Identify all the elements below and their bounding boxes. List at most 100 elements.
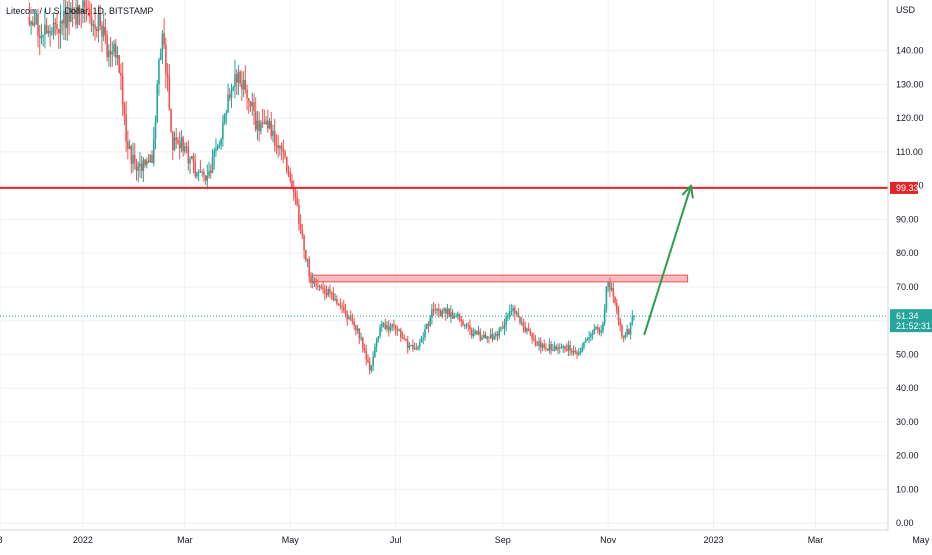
candle-body — [579, 351, 582, 353]
candle-body — [398, 330, 400, 332]
candle-body — [275, 145, 278, 147]
candle-body — [500, 327, 502, 329]
candle-body — [228, 94, 231, 99]
y-tick-label: 10.00 — [896, 484, 919, 494]
candle-body — [629, 322, 632, 335]
candle-body — [285, 156, 288, 172]
candle-body — [301, 230, 304, 236]
candle-body — [457, 313, 459, 317]
y-tick-label: 70.00 — [896, 282, 919, 292]
candle-body — [548, 343, 551, 351]
x-tick-label: 8 — [0, 535, 3, 545]
candle-body — [265, 120, 267, 125]
candle-body — [562, 346, 565, 348]
candle-body — [443, 308, 445, 312]
y-tick-label: 0.00 — [896, 518, 914, 528]
candle-body — [520, 322, 523, 324]
candle-body — [429, 317, 431, 326]
candle-body — [479, 331, 482, 341]
candle-body — [486, 336, 488, 339]
candle-body — [171, 131, 174, 150]
candle-body — [330, 292, 333, 294]
candle-body — [560, 347, 563, 349]
candle-body — [237, 71, 240, 83]
candle-body — [140, 163, 143, 171]
candle-body — [234, 74, 236, 88]
candle-body — [163, 33, 165, 45]
candle-body — [137, 166, 140, 171]
candle-body — [584, 340, 587, 343]
candle-body — [631, 316, 634, 323]
candle-body — [80, 10, 82, 13]
candle-body — [253, 102, 255, 112]
candle-body — [410, 344, 412, 346]
candle-body — [52, 22, 55, 34]
candle-body — [209, 170, 212, 173]
candle-body — [465, 324, 468, 326]
candle-body — [375, 339, 378, 347]
candle-body — [460, 319, 463, 321]
candle-body — [522, 322, 525, 327]
candle-body — [386, 325, 388, 330]
projection-arrow-head — [681, 184, 694, 199]
candle-body — [114, 43, 117, 58]
candle-body — [498, 328, 501, 336]
candle-body — [158, 60, 160, 85]
candle-body — [531, 334, 533, 339]
candle-body — [491, 334, 494, 340]
candle-body — [175, 137, 178, 141]
candle-body — [82, 0, 84, 13]
candle-body — [624, 334, 627, 338]
candle-body — [323, 288, 326, 294]
candle-body — [33, 24, 36, 26]
candle-body — [600, 331, 603, 333]
candle-body — [289, 171, 292, 181]
candle-body — [517, 312, 520, 318]
candle-body — [266, 120, 269, 129]
candle-body — [32, 21, 34, 26]
candle-body — [139, 163, 141, 167]
candle-body — [327, 289, 330, 296]
candle-body — [71, 7, 74, 14]
candle-body — [311, 280, 314, 283]
candle-body — [132, 154, 134, 164]
x-tick-label: 2022 — [73, 535, 93, 545]
candle-body — [450, 312, 452, 317]
candle-body — [462, 320, 464, 326]
candle-body — [120, 72, 122, 76]
candle-body — [346, 314, 349, 320]
candle-body — [619, 320, 622, 326]
candle-body — [35, 14, 38, 25]
candle-body — [353, 321, 355, 326]
candle-body — [400, 330, 402, 338]
candle-body — [609, 282, 611, 290]
candle-body — [495, 333, 497, 337]
candle-body — [396, 328, 399, 331]
projection-arrow-shaft — [643, 184, 693, 336]
candle-body — [529, 330, 532, 335]
candle-body — [420, 338, 423, 343]
candle-body — [591, 333, 594, 335]
candle-body — [355, 325, 357, 331]
candle-body — [368, 362, 371, 371]
candle-body — [30, 21, 32, 25]
candle-body — [501, 327, 504, 329]
x-tick-label: Mar — [808, 535, 824, 545]
candle-body — [558, 347, 561, 349]
candle-body — [165, 44, 167, 74]
candle-body — [512, 307, 514, 311]
candle-body — [360, 337, 362, 339]
candle-body — [51, 33, 53, 35]
candle-body — [45, 24, 48, 34]
candle-body — [101, 25, 103, 37]
candle-body — [448, 308, 450, 317]
candle-body — [439, 310, 442, 317]
x-tick-label: Sep — [495, 535, 511, 545]
candle-body — [247, 98, 250, 102]
candle-body — [258, 120, 260, 131]
candle-body — [348, 317, 350, 320]
candle-body — [581, 347, 584, 352]
y-tick-label: 40.00 — [896, 383, 919, 393]
